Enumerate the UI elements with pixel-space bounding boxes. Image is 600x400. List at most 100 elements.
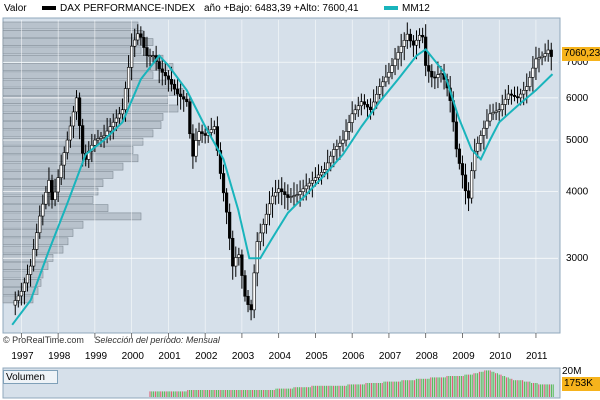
price-bar-body (365, 104, 370, 108)
price-bar-body (335, 146, 339, 150)
y-axis-ticks: 3000 4000 5000 6000 7000 (566, 57, 589, 264)
y-tick-label: 4000 (566, 187, 589, 198)
chart-header: Valor DAX PERFORMANCE-INDEX año +Bajo: 6… (0, 0, 600, 18)
price-bar-body (411, 40, 416, 46)
price-bar-body (479, 135, 483, 144)
price-bar-body (277, 188, 281, 193)
price-bar-body (427, 65, 431, 72)
price-bars (13, 22, 553, 321)
y-tick-label: 3000 (566, 253, 589, 264)
price-bar-body (188, 101, 192, 135)
price-bar-body (402, 39, 406, 47)
profile-bar (2, 212, 142, 221)
price-bar-body (326, 162, 330, 170)
x-tick-label: 2005 (305, 351, 328, 362)
price-bar-body (522, 90, 526, 95)
profile-bar (2, 54, 164, 63)
profile-bar (2, 29, 144, 38)
y-tick-label: 6000 (566, 93, 589, 104)
profile-bar (2, 262, 49, 271)
price-bar-body (368, 106, 373, 111)
price-bar-body (157, 61, 161, 70)
price-bar-body (362, 101, 367, 105)
price-bar-body (203, 133, 207, 136)
price-bar-body (32, 249, 36, 267)
price-bar-body (381, 81, 385, 87)
price-bar-body (102, 135, 106, 138)
price-bar-body (295, 194, 299, 196)
price-bar-body (408, 33, 412, 42)
price-bar-body (298, 191, 302, 195)
price-bar-body (221, 173, 226, 194)
price-bar-body (22, 282, 27, 292)
price-bar-body (463, 174, 468, 192)
price-bar-body (65, 139, 69, 153)
price-bar-body (396, 52, 400, 60)
price-bar-body (460, 163, 465, 176)
price-bar-body (139, 33, 143, 38)
price-bar-body (289, 196, 293, 198)
price-bar-body (261, 223, 265, 234)
price-bar-body (470, 170, 474, 199)
price-bar-body (160, 68, 164, 73)
price-bar-body (347, 122, 351, 132)
price-bar-body (126, 67, 131, 89)
valor-label: Valor (4, 3, 27, 14)
price-bar-body (252, 272, 256, 311)
price-bar-body (25, 274, 30, 284)
price-bar-body (117, 113, 121, 119)
price-bar-body (473, 150, 477, 172)
price-bar-body (19, 291, 23, 297)
price-bar-body (114, 117, 118, 123)
ma-name: MM12 (402, 3, 430, 14)
price-bar-body (240, 254, 244, 276)
y-tick-label: 5000 (566, 135, 589, 146)
price-bar-body (224, 192, 229, 213)
profile-bar (2, 278, 42, 287)
price-bar-body (430, 70, 434, 78)
profile-bar (2, 71, 154, 80)
price-bar-body (71, 111, 76, 127)
price-bar-body (105, 130, 109, 136)
price-bar-body (307, 182, 311, 187)
price-bar-body (515, 96, 520, 99)
price-bar-body (494, 110, 498, 113)
profile-bar (2, 79, 176, 88)
price-bar-body (519, 93, 523, 99)
price-bar-body (53, 191, 57, 200)
series-swatch-icon (42, 6, 56, 11)
price-bar-body (338, 142, 342, 147)
x-tick-label: 1998 (48, 351, 71, 362)
price-bar-body (316, 174, 321, 178)
price-bar-body (234, 257, 238, 267)
x-tick-label: 1997 (11, 351, 34, 362)
x-tick-label: 2002 (195, 351, 218, 362)
profile-bar (2, 38, 154, 46)
price-bar-body (99, 136, 103, 139)
x-axis-ticks: 1997 1998 1999 2000 2001 2002 2003 2004 2005 2006… (11, 333, 548, 362)
price-bar-body (280, 188, 284, 193)
price-bar-body (399, 46, 403, 53)
price-bar-body (421, 34, 425, 38)
price-bar-body (175, 88, 180, 95)
x-tick-label: 2006 (342, 351, 365, 362)
price-bar-body (540, 55, 544, 58)
ma-swatch-icon (384, 6, 398, 11)
price-bar-body (488, 113, 492, 122)
price-bar-body (142, 37, 146, 48)
price-bar-body (353, 109, 357, 115)
x-tick-label: 2010 (489, 351, 512, 362)
price-bar-body (301, 188, 305, 193)
price-bar-body (228, 211, 232, 239)
price-bar-body (41, 203, 45, 217)
price-bar-body (197, 131, 201, 141)
price-bar-body (319, 171, 324, 176)
price-bar-body (344, 130, 348, 141)
price-bar-body (68, 125, 72, 141)
price-bar-body (35, 232, 39, 250)
stats-text: año +Bajo: 6483,39 +Alto: 7600,41 (204, 3, 359, 14)
profile-bar (2, 96, 169, 104)
price-bar-body (209, 129, 213, 133)
x-tick-label: 2007 (379, 351, 402, 362)
